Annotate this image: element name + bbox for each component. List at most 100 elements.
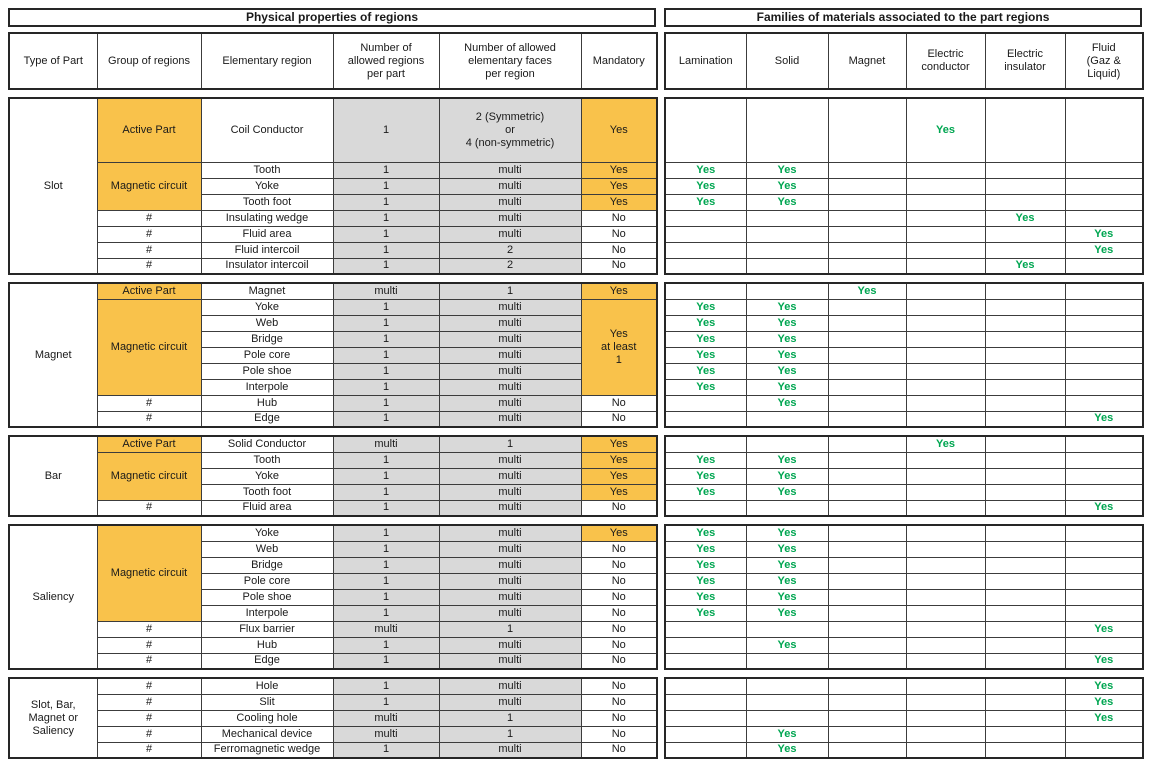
section-table-right: Yes Yes Yes Yes Yes Yes Yes Yes — [664, 435, 1144, 517]
table-row: Magnetic circuit Tooth 1 multi Yes — [9, 161, 658, 211]
table-row: Saliency Magnetic circuit Yoke 1 multi Yes — [8, 524, 658, 670]
cell-region: Fluid area — [200, 499, 334, 517]
cell-material-electric-conductor — [905, 362, 986, 380]
cell-material-electric-insulator — [984, 467, 1066, 485]
cell-region: Tooth — [200, 451, 334, 469]
table-row: Yes Yes — [664, 362, 1144, 380]
cell-material-solid — [745, 693, 829, 711]
cell-material-magnet — [827, 362, 907, 380]
cell-regions-per-part: multi — [332, 709, 440, 727]
cell-faces-per-region: multi — [438, 499, 582, 517]
header-row: Type of Part Group of regions Elementary… — [8, 32, 658, 90]
cell-region: Magnet — [200, 282, 334, 300]
cell-faces-per-region: multi — [438, 556, 582, 574]
table-row: Yes — [664, 282, 1144, 300]
physical-properties-table: Physical properties of regions Type of P… — [8, 8, 658, 759]
cell-material-lamination — [664, 394, 747, 412]
cell-material-solid: Yes — [745, 346, 829, 364]
cell-material-electric-conductor: Yes — [905, 97, 986, 163]
cell-material-solid: Yes — [745, 330, 829, 348]
table-row: Web 1 multi — [9, 314, 657, 332]
cell-material-lamination — [664, 225, 747, 243]
cell-faces-per-region: multi — [438, 741, 582, 759]
cell-regions-per-part: 1 — [332, 741, 440, 759]
cell-mandatory: No — [580, 588, 658, 606]
cell-mandatory: No — [580, 257, 658, 275]
cell-material-fluid — [1064, 540, 1144, 558]
cell-material-solid — [745, 410, 829, 428]
cell-material-electric-conductor — [905, 524, 986, 542]
cell-group: # — [96, 209, 202, 227]
cell-material-lamination — [664, 725, 747, 743]
cell-material-magnet — [827, 257, 907, 275]
cell-material-fluid — [1064, 193, 1144, 211]
cell-group: Magnetic circuit — [96, 524, 202, 622]
cell-mandatory: Yes — [580, 282, 658, 300]
cell-material-electric-conductor: Yes — [905, 435, 986, 453]
cell-material-electric-insulator — [984, 572, 1066, 590]
cell-material-magnet — [827, 604, 907, 622]
table-row: Yes — [664, 97, 1144, 163]
cell-material-solid: Yes — [745, 467, 829, 485]
cell-region: Slit — [200, 693, 334, 711]
cell-group: # — [96, 636, 202, 654]
cell-group: # — [96, 410, 202, 428]
cell-material-magnet — [827, 499, 907, 517]
table-row: Yes Yes — [664, 314, 1144, 332]
cell-regions-per-part: 1 — [332, 193, 440, 211]
cell-material-solid — [745, 620, 829, 638]
cell-material-lamination: Yes — [664, 451, 747, 469]
cell-material-magnet — [827, 524, 907, 542]
table-row: Slot Active Part Coil Conductor 1 2 (Symmetr… — [8, 97, 658, 275]
cell-material-lamination — [664, 693, 747, 711]
cell-mandatory: No — [580, 677, 658, 695]
cell-material-fluid — [1064, 604, 1144, 622]
cell-regions-per-part: 1 — [332, 524, 440, 542]
cell-material-lamination — [664, 257, 747, 275]
cell-material-electric-insulator — [984, 378, 1066, 396]
cell-material-solid: Yes — [745, 604, 829, 622]
cell-mandatory: Yes — [580, 193, 658, 211]
cell-regions-per-part: 1 — [332, 604, 440, 622]
cell-region: Pole shoe — [200, 362, 334, 380]
header-solid: Solid — [745, 32, 829, 90]
cell-faces-per-region: multi — [438, 298, 582, 316]
cell-material-electric-insulator: Yes — [984, 209, 1066, 227]
cell-material-electric-conductor — [905, 161, 986, 179]
cell-group: # — [96, 709, 202, 727]
table-row: Tooth foot 1 multi Yes — [9, 193, 658, 211]
cell-material-magnet — [827, 346, 907, 364]
cell-faces-per-region: multi — [438, 467, 582, 485]
cell-region: Hub — [200, 394, 334, 412]
section-table-left: Magnet Active Part Magnet multi 1 Yes Magnetic… — [8, 282, 658, 428]
cell-material-fluid: Yes — [1064, 499, 1144, 517]
cell-material-electric-insulator — [984, 588, 1066, 606]
cell-region: Edge — [200, 652, 334, 670]
cell-material-magnet — [827, 225, 907, 243]
cell-region: Tooth foot — [200, 193, 334, 211]
cell-material-lamination: Yes — [664, 588, 747, 606]
cell-material-solid — [745, 435, 829, 453]
cell-mandatory: Yes — [580, 161, 658, 179]
cell-material-magnet — [827, 483, 907, 501]
table-row: Bar Active Part Solid Conductor multi 1 Yes — [8, 435, 658, 517]
cell-group: # — [96, 394, 202, 412]
table-row: Yes Yes — [664, 451, 1144, 469]
cell-regions-per-part: 1 — [332, 451, 440, 469]
cell-material-fluid — [1064, 588, 1144, 606]
cell-material-fluid: Yes — [1064, 241, 1144, 259]
table-row: Yes — [664, 725, 1144, 743]
cell-material-electric-conductor — [905, 314, 986, 332]
cell-material-magnet — [827, 741, 907, 759]
cell-region: Ferromagnetic wedge — [200, 741, 334, 759]
materials-families-table: Families of materials associated to the … — [664, 8, 1144, 759]
cell-region: Pole shoe — [200, 588, 334, 606]
table-row: Yes — [664, 741, 1144, 759]
cell-mandatory: No — [580, 725, 658, 743]
cell-regions-per-part: 1 — [332, 410, 440, 428]
cell-material-lamination — [664, 410, 747, 428]
cell-material-fluid — [1064, 524, 1144, 542]
cell-material-electric-insulator — [984, 177, 1066, 195]
header-allowed-regions-per-part: Number of allowed regions per part — [332, 32, 440, 90]
cell-material-electric-conductor — [905, 209, 986, 227]
